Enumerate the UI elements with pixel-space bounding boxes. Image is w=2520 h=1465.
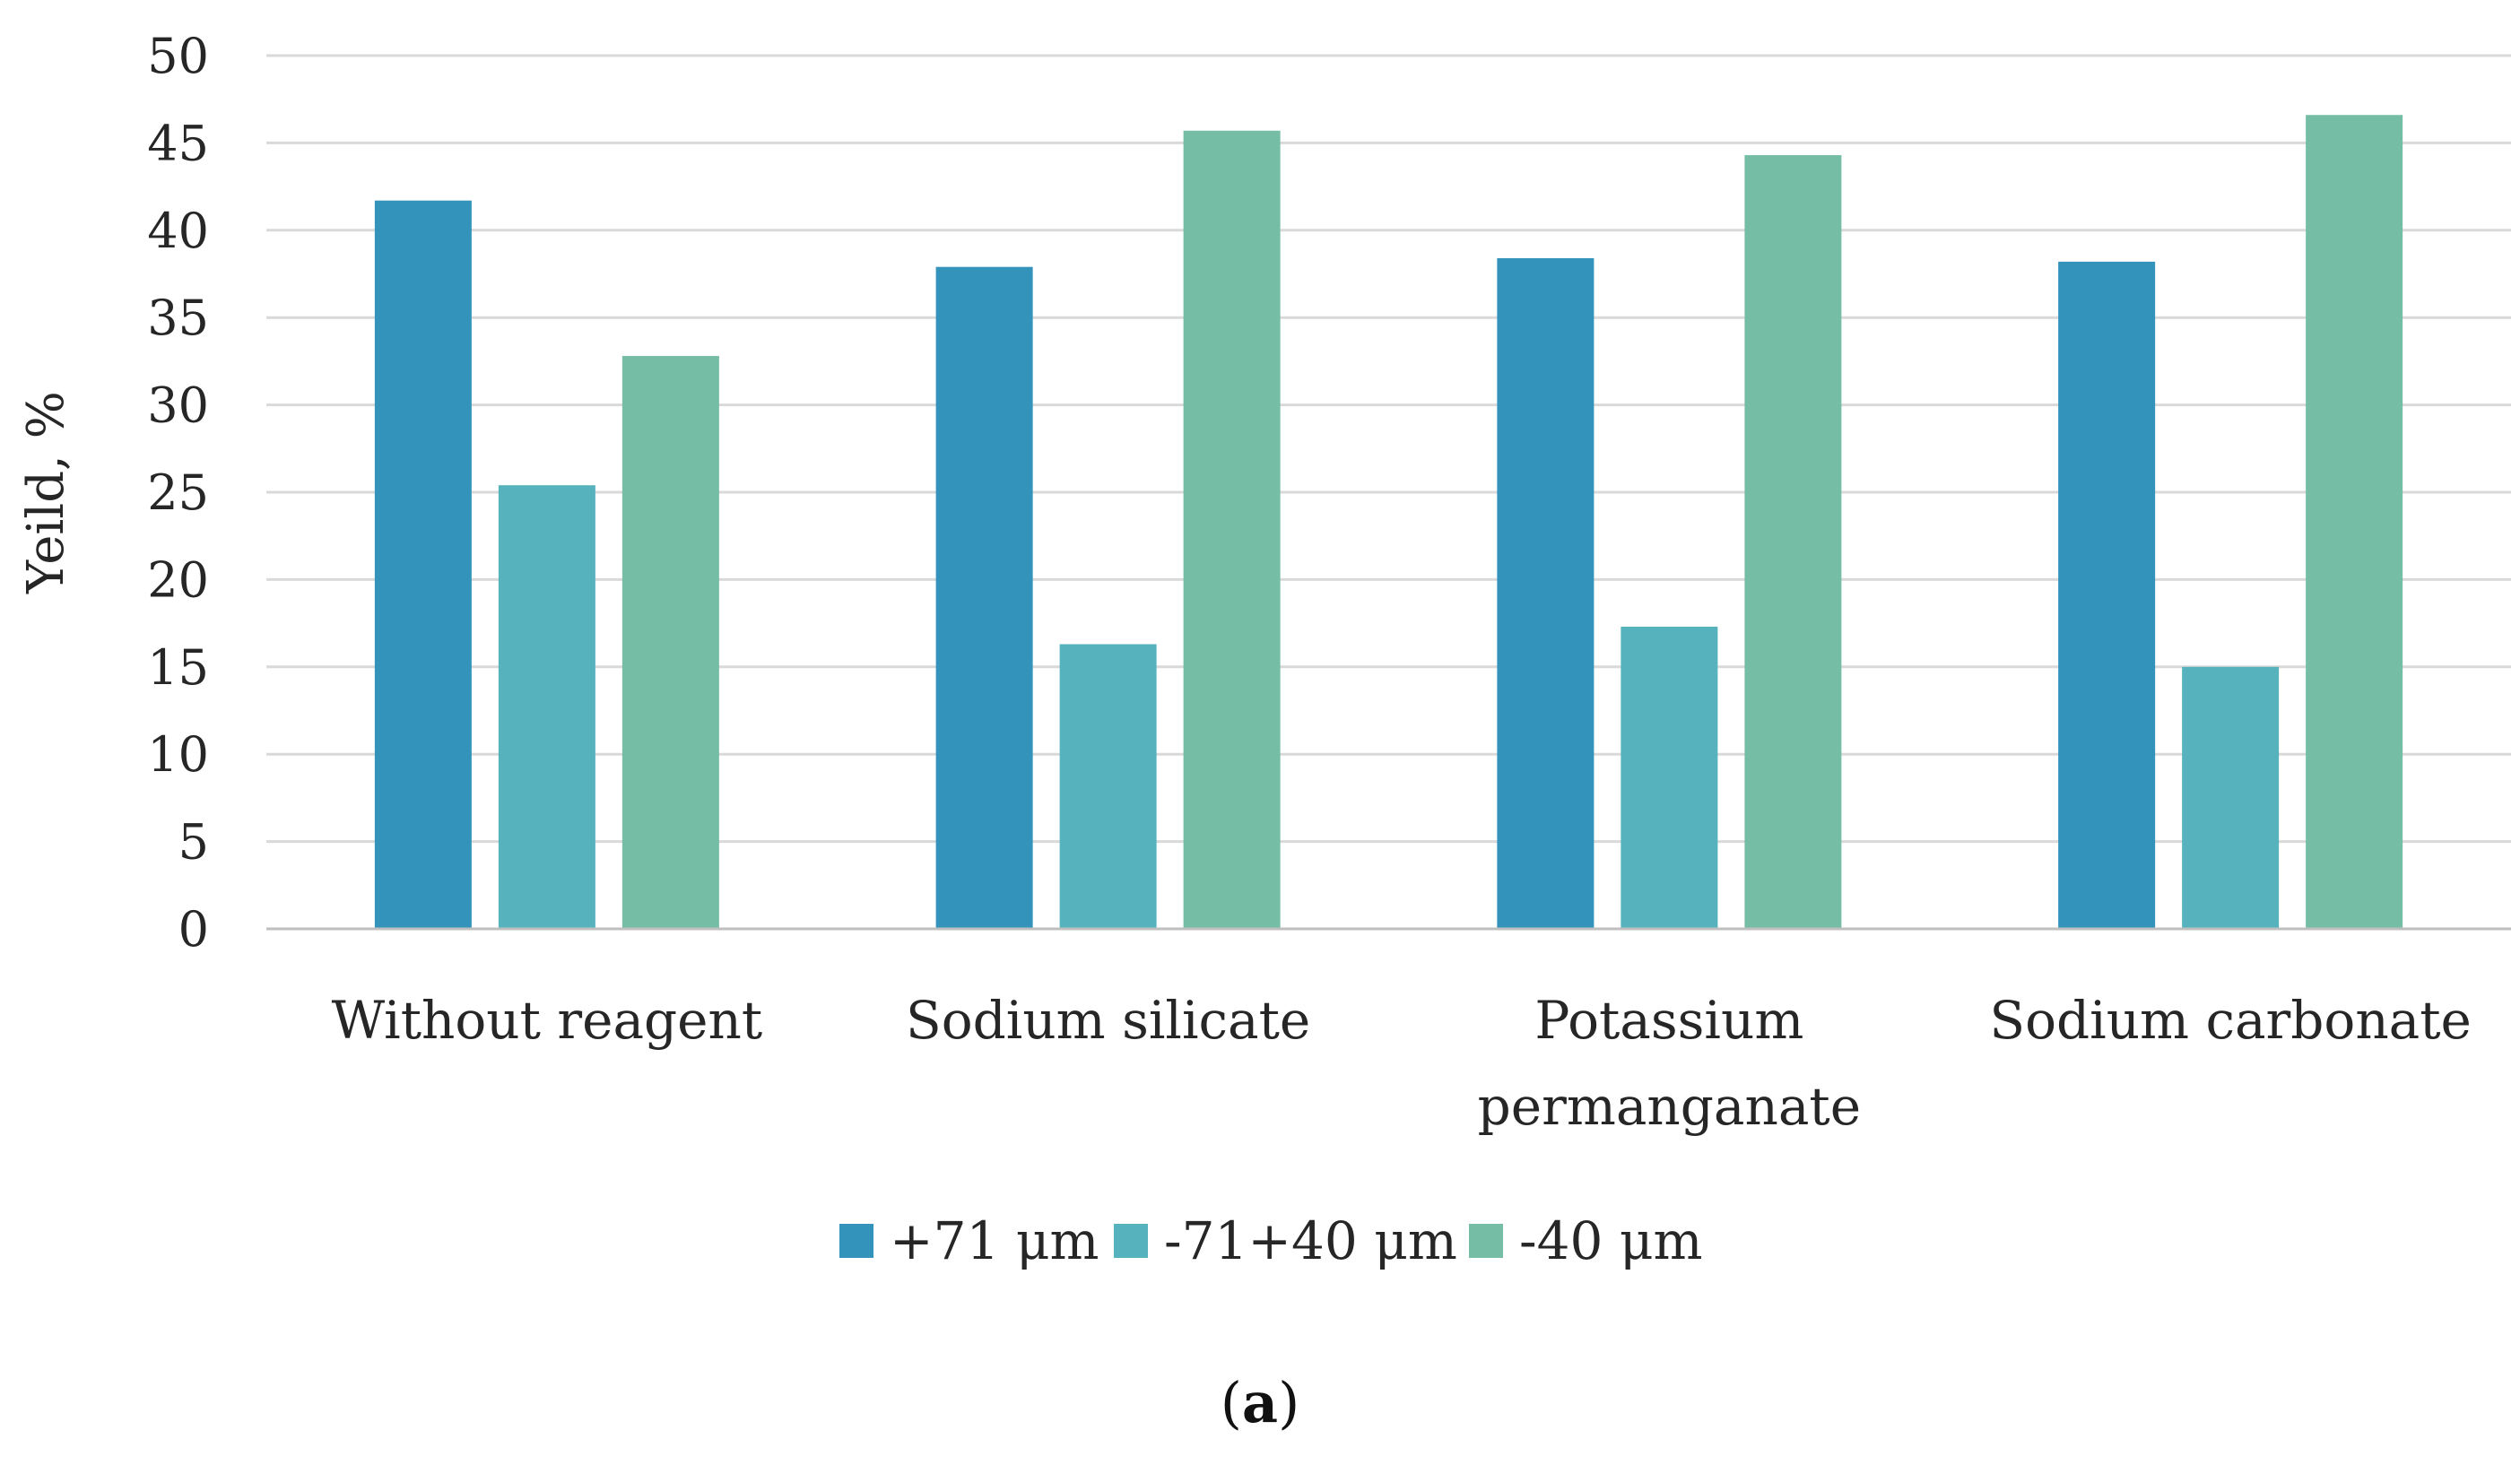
x-category-label: permanganate xyxy=(1478,1076,1861,1137)
y-tick-label: 15 xyxy=(147,639,209,696)
caption-letter: a xyxy=(1241,1370,1279,1435)
y-tick-label: 30 xyxy=(147,377,209,434)
y-tick-label: 45 xyxy=(147,115,209,171)
x-axis-category-labels: Without reagent Sodium silicate Potassium p… xyxy=(332,990,2472,1137)
y-axis-ticks: 0 5 10 15 20 25 30 35 40 45 50 xyxy=(147,28,209,958)
y-tick-label: 20 xyxy=(147,551,209,608)
x-category-label: Sodium silicate xyxy=(906,990,1310,1051)
y-tick-label: 0 xyxy=(178,901,209,958)
bar-series-1-cat-3 xyxy=(2182,666,2280,929)
y-tick-label: 50 xyxy=(147,28,209,84)
caption-close: ) xyxy=(1278,1370,1300,1435)
legend-label-2: -40 μm xyxy=(1519,1210,1703,1271)
bar-series-1-cat-2 xyxy=(1621,626,1718,929)
legend-swatch-0 xyxy=(839,1224,873,1258)
legend-label-1: -71+40 μm xyxy=(1164,1210,1457,1271)
bar-series-0-cat-1 xyxy=(935,266,1033,929)
figure-caption: (a) xyxy=(0,1370,2520,1435)
bar-series-0-cat-0 xyxy=(374,200,472,929)
bar-series-2-cat-2 xyxy=(1744,155,1842,929)
bar-series-0-cat-3 xyxy=(2058,261,2156,929)
y-tick-label: 10 xyxy=(147,726,209,783)
caption-open: ( xyxy=(1220,1370,1242,1435)
bar-series-2-cat-1 xyxy=(1183,130,1281,929)
bar-series-1-cat-0 xyxy=(498,485,595,929)
legend-swatch-1 xyxy=(1114,1224,1148,1258)
bar-series-2-cat-3 xyxy=(2306,115,2403,929)
x-category-label: Potassium xyxy=(1534,990,1803,1051)
y-tick-label: 5 xyxy=(178,814,209,871)
y-tick-label: 40 xyxy=(147,203,209,259)
legend-swatch-2 xyxy=(1469,1224,1503,1258)
bars xyxy=(374,115,2403,929)
legend: +71 μm -71+40 μm -40 μm xyxy=(839,1210,1703,1271)
grid-lines xyxy=(266,54,2511,844)
bar-series-1-cat-1 xyxy=(1059,644,1157,929)
chart: 0 5 10 15 20 25 30 35 40 45 50 Without reagent Sodi… xyxy=(17,28,2511,1271)
y-tick-label: 25 xyxy=(147,464,209,521)
y-tick-label: 35 xyxy=(147,290,209,346)
bar-series-2-cat-0 xyxy=(621,356,719,929)
x-category-label: Sodium carbonate xyxy=(1989,990,2472,1051)
y-axis-title: Yeild, % xyxy=(17,391,75,594)
legend-label-0: +71 μm xyxy=(890,1210,1099,1271)
x-category-label: Without reagent xyxy=(332,990,763,1051)
bar-series-0-cat-2 xyxy=(1497,257,1595,929)
